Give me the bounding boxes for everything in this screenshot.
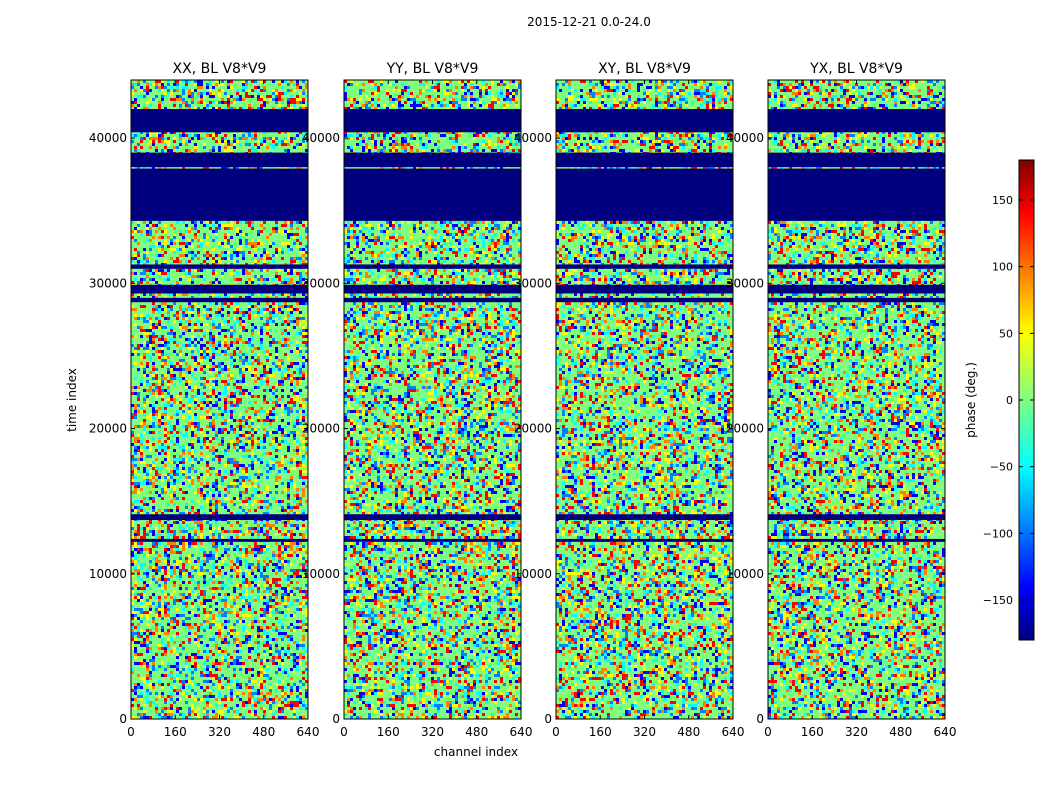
colorbar-tick-label: −50 xyxy=(990,461,1013,474)
y-tick-label: 0 xyxy=(756,712,764,726)
x-tick-label: 160 xyxy=(377,725,400,739)
x-tick-label: 320 xyxy=(845,725,868,739)
y-tick-label: 30000 xyxy=(89,276,127,290)
y-tick-label: 20000 xyxy=(726,422,764,436)
x-tick-label: 0 xyxy=(127,725,135,739)
flagged-band xyxy=(556,152,733,168)
flagged-band xyxy=(556,264,733,269)
x-tick-label: 320 xyxy=(633,725,656,739)
y-tick-label: 10000 xyxy=(302,567,340,581)
x-tick-label: 480 xyxy=(465,725,488,739)
panel-title: XY, BL V8*V9 xyxy=(598,61,691,77)
x-tick-label: 640 xyxy=(510,725,533,739)
y-tick-label: 40000 xyxy=(726,131,764,145)
colorbar-tick-label: −100 xyxy=(983,527,1013,540)
flagged-band xyxy=(131,264,308,269)
x-tick-label: 320 xyxy=(421,725,444,739)
flagged-band xyxy=(344,109,521,133)
flagged-band xyxy=(131,538,308,542)
x-tick-label: 0 xyxy=(340,725,348,739)
panel-2: YY, BL V8*V9 0 160 320 480 640 0 10000 20000 3000… xyxy=(302,61,533,739)
panel-image xyxy=(768,80,945,719)
x-tick-label: 640 xyxy=(722,725,745,739)
colorbar-tick-label: 150 xyxy=(992,194,1013,207)
flagged-band xyxy=(556,168,733,221)
flagged-band xyxy=(768,538,945,542)
flagged-band xyxy=(556,109,733,133)
colorbar-tick-label: −150 xyxy=(983,594,1013,607)
x-tick-label: 160 xyxy=(589,725,612,739)
flagged-band xyxy=(344,284,521,294)
panel-image xyxy=(131,80,308,719)
flagged-band xyxy=(131,284,308,294)
flagged-band xyxy=(556,514,733,521)
y-tick-label: 40000 xyxy=(514,131,552,145)
y-tick-label: 10000 xyxy=(726,567,764,581)
colorbar-tick-label: 100 xyxy=(992,261,1013,274)
flagged-band xyxy=(556,297,733,303)
y-tick-label: 40000 xyxy=(302,131,340,145)
x-tick-label: 480 xyxy=(252,725,275,739)
x-tick-label: 160 xyxy=(801,725,824,739)
flagged-band xyxy=(344,514,521,521)
flagged-band xyxy=(131,168,308,221)
x-tick-label: 160 xyxy=(164,725,187,739)
flagged-band xyxy=(768,297,945,303)
panel-4: YX, BL V8*V9 0 160 320 480 640 0 10000 20000 3000… xyxy=(726,61,957,739)
x-tick-label: 320 xyxy=(208,725,231,739)
panel-image xyxy=(344,80,521,719)
figure-suptitle: 2015-12-21 0.0-24.0 xyxy=(527,15,651,29)
flagged-band xyxy=(768,168,945,221)
flagged-band xyxy=(556,284,733,294)
colorbar-tick-label: 50 xyxy=(999,327,1013,340)
panel-1: XX, BL V8*V9 0 160 320 480 640 0 10000 20000 3000… xyxy=(89,61,320,739)
panel-3: XY, BL V8*V9 0 160 320 480 640 0 10000 20000 3000… xyxy=(514,61,745,739)
flagged-band xyxy=(768,284,945,294)
flagged-band xyxy=(344,152,521,168)
x-tick-label: 640 xyxy=(934,725,957,739)
flagged-band xyxy=(344,264,521,269)
panel-image xyxy=(556,80,733,719)
y-tick-label: 30000 xyxy=(726,276,764,290)
colorbar-tick-label: 0 xyxy=(1006,394,1013,407)
flagged-band xyxy=(556,538,733,542)
flagged-band xyxy=(344,168,521,221)
colorbar-label: phase (deg.) xyxy=(964,362,978,438)
panel-title: YY, BL V8*V9 xyxy=(386,61,479,77)
y-tick-label: 20000 xyxy=(89,422,127,436)
y-tick-label: 20000 xyxy=(514,422,552,436)
flagged-band xyxy=(131,514,308,521)
x-tick-label: 640 xyxy=(297,725,320,739)
flagged-band xyxy=(768,152,945,168)
x-tick-label: 0 xyxy=(764,725,772,739)
panels: XX, BL V8*V9 0 160 320 480 640 0 10000 20000 3000… xyxy=(89,61,957,739)
y-tick-label: 0 xyxy=(119,712,127,726)
flagged-band xyxy=(768,514,945,521)
panel-title: YX, BL V8*V9 xyxy=(809,61,903,77)
flagged-band xyxy=(344,538,521,542)
y-tick-label: 0 xyxy=(544,712,552,726)
flagged-band xyxy=(344,297,521,303)
y-tick-label: 30000 xyxy=(514,276,552,290)
flagged-band xyxy=(131,297,308,303)
y-tick-label: 30000 xyxy=(302,276,340,290)
y-tick-label: 10000 xyxy=(89,567,127,581)
y-tick-label: 0 xyxy=(332,712,340,726)
flagged-band xyxy=(768,264,945,269)
flagged-band xyxy=(131,109,308,133)
x-tick-label: 0 xyxy=(552,725,560,739)
colorbar-ticks: −150 −100 −50 0 50 100 150 xyxy=(983,194,1034,607)
y-axis-label: time index xyxy=(65,368,79,432)
y-tick-label: 40000 xyxy=(89,131,127,145)
y-tick-label: 10000 xyxy=(514,567,552,581)
x-tick-label: 480 xyxy=(889,725,912,739)
flagged-band xyxy=(768,109,945,133)
x-axis-label: channel index xyxy=(434,745,518,759)
panel-title: XX, BL V8*V9 xyxy=(173,61,267,77)
flagged-band xyxy=(131,152,308,168)
colorbar: −150 −100 −50 0 50 100 150 phase (deg.) xyxy=(964,159,1035,641)
x-tick-label: 480 xyxy=(677,725,700,739)
y-tick-label: 20000 xyxy=(302,422,340,436)
